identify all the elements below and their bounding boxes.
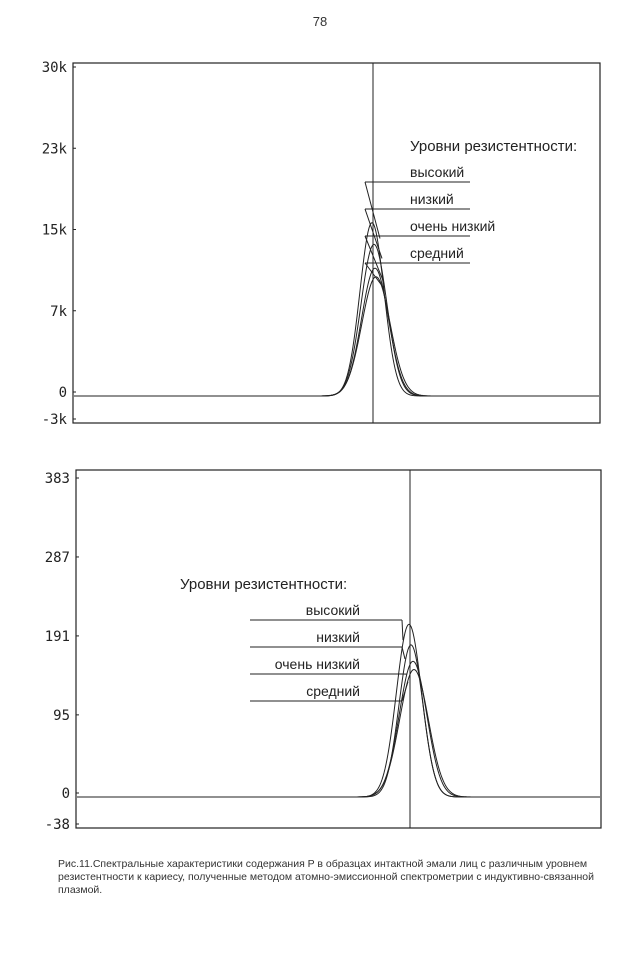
legend-item-label: высокий <box>410 164 464 180</box>
y-tick-label: 0 <box>59 385 67 401</box>
legend-connector-line <box>364 181 381 239</box>
y-tick-label: 0 <box>62 786 70 802</box>
legend-item-label: очень низкий <box>410 218 495 234</box>
series-line-1 <box>77 623 600 798</box>
legend-connector-line <box>401 619 404 641</box>
legend-item-label: низкий <box>316 629 360 645</box>
legend-item-label: средний <box>306 683 360 699</box>
legend-connector-line <box>364 235 384 281</box>
y-tick-label: -38 <box>45 817 70 833</box>
y-tick-label: 30k <box>42 60 68 76</box>
legend-title: Уровни резистентности: <box>180 576 347 593</box>
series-line-4 <box>74 276 599 397</box>
y-tick-label: 95 <box>53 708 70 724</box>
legend-item-label: низкий <box>410 191 454 207</box>
chart-bottom: 383 287 191 95 0 -38 Уровни резистентности: выс… <box>45 469 602 833</box>
legend-item-label: очень низкий <box>275 656 360 672</box>
legend-connector-line <box>401 681 409 702</box>
figure-caption: Рис.11.Спектральные характеристики содер… <box>58 858 594 896</box>
page-number: 78 <box>312 14 328 29</box>
series-line-3 <box>77 660 600 798</box>
legend-item-label: высокий <box>306 602 360 618</box>
plot-frame <box>75 469 602 829</box>
series-line-4 <box>77 668 600 798</box>
y-tick-label: -3k <box>42 412 68 428</box>
y-tick-label: 23k <box>42 141 68 157</box>
legend-item-label: средний <box>410 245 464 261</box>
legend-connector-line <box>364 208 383 259</box>
series-line-3 <box>74 267 599 397</box>
series-line-1 <box>74 222 599 397</box>
y-tick-label: 287 <box>45 550 70 566</box>
legend-connector-line <box>401 646 406 660</box>
series-line-2 <box>74 243 599 397</box>
legend-title: Уровни резистентности: <box>410 138 577 155</box>
y-tick-label: 191 <box>45 629 70 645</box>
y-tick-label: 15k <box>42 223 68 239</box>
legend-connector-line <box>364 262 385 289</box>
chart-top: 30k 23k 15k 7k 0 -3k Уровни резистентности: выс… <box>42 60 601 428</box>
plot-frame <box>72 62 601 424</box>
y-tick-label: 383 <box>45 471 70 487</box>
y-tick-label: 7k <box>50 304 67 320</box>
